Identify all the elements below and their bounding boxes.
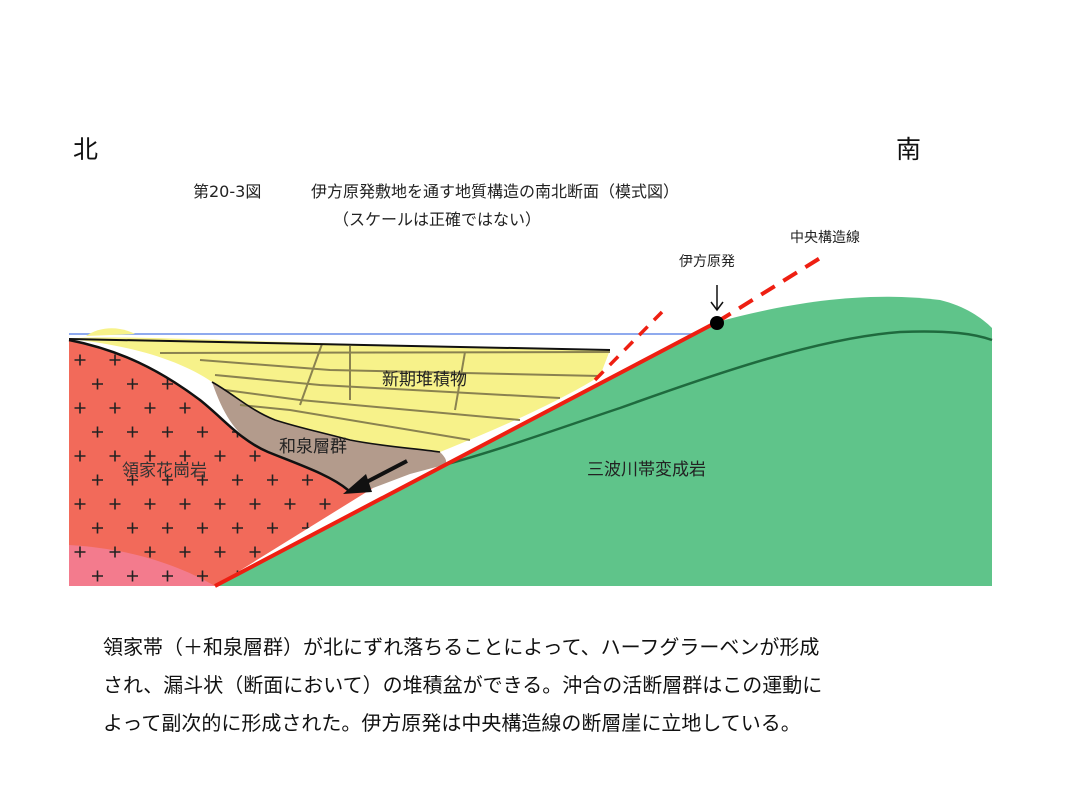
south-label: 南: [896, 135, 922, 164]
granite-plus-mark: [302, 474, 313, 486]
granite-plus-mark: [179, 450, 191, 462]
izumi-group-unit: [212, 382, 447, 490]
granite-plus-mark: [179, 546, 191, 558]
ikata-pointer-head: [710, 301, 724, 312]
granite-plus-mark: [162, 474, 173, 486]
granite-plus-mark: [144, 450, 156, 462]
granite-plus-mark: [74, 546, 86, 558]
granite-plus-mark: [214, 450, 226, 462]
ikata-location-dot: [710, 316, 724, 330]
granite-plus-mark: [109, 498, 121, 510]
izumi-label: 和泉層群: [279, 437, 347, 457]
sediment-bump: [86, 328, 135, 336]
granite-plus-mark: [92, 474, 103, 486]
sediment-layer-lines: [159, 343, 611, 441]
granite-boundary: [68, 338, 349, 491]
granite-plus-mark: [319, 498, 331, 510]
granite-plus-mark: [162, 570, 173, 582]
ikata-label: 伊方原発: [679, 254, 735, 270]
ryoke-granite-unit: [69, 340, 373, 586]
ryoke-label: 領家花崗岩: [122, 461, 207, 481]
granite-plus-mark: [214, 498, 226, 510]
granite-plus-mark: [92, 522, 103, 534]
sanbagawa-metamorphic-unit: [215, 296, 992, 586]
granite-plus-mark: [197, 522, 208, 534]
izumi-boundary: [211, 381, 441, 453]
granite-plus-mark: [74, 402, 86, 414]
mtl-dashed-extension: [715, 253, 827, 324]
granite-plus-mark: [109, 354, 121, 366]
granite-plus-mark: [127, 474, 138, 486]
caption-line-1: 領家帯（＋和泉層群）が北にずれ落ちることによって、ハーフグラーベンが形成: [103, 635, 820, 659]
granite-plus-mark: [197, 474, 208, 486]
granite-plus-mark: [197, 378, 208, 390]
granite-plus-mark: [92, 570, 103, 582]
granite-plus-mark: [197, 570, 208, 582]
granite-plus-mark: [179, 402, 191, 414]
new-sediments-unit: [69, 337, 610, 452]
granite-plus-mark: [127, 570, 138, 582]
granite-plus-mark: [232, 522, 243, 534]
granite-plus-mark: [162, 378, 173, 390]
granite-plus-mark: [284, 498, 296, 510]
caption: 領家帯（＋和泉層群）が北にずれ落ちることによって、ハーフグラーベンが形成 され、…: [103, 628, 1003, 742]
figure-title: 伊方原発敷地を通す地質構造の南北断面（模式図）: [311, 182, 680, 201]
granite-plus-mark: [74, 450, 86, 462]
granite-plus-mark: [144, 354, 156, 366]
figure-subtitle: （スケールは正確ではない）: [333, 210, 542, 229]
granite-plus-mark: [109, 450, 121, 462]
granite-plus-mark: [162, 522, 173, 534]
granite-plus-mark: [214, 546, 226, 558]
caption-line-2: され、漏斗状（断面において）の堆積盆ができる。沖合の活断層群はこの運動に: [103, 673, 823, 697]
granite-plus-mark: [144, 546, 156, 558]
granite-plus-mark: [232, 474, 243, 486]
granite-plus-mark: [74, 354, 86, 366]
granite-plus-mark: [109, 546, 121, 558]
sediment-top-boundary: [68, 338, 611, 351]
granite-plus-mark: [144, 498, 156, 510]
branch-fault-dashed: [593, 310, 664, 382]
sanbagawa-label: 三波川帯変成岩: [587, 460, 706, 480]
granite-plus-mark: [267, 474, 278, 486]
granite-plus-mark: [127, 378, 138, 390]
granite-plus-mark: [92, 426, 103, 438]
granite-plus-mark: [127, 522, 138, 534]
granite-plus-mark: [162, 426, 173, 438]
granite-plus-mark: [127, 426, 138, 438]
granite-plus-mark: [144, 402, 156, 414]
granite-plus-mark: [267, 522, 278, 534]
caption-line-3: よって副次的に形成された。伊方原発は中央構造線の断層崖に立地している。: [103, 711, 801, 735]
granite-plus-mark: [74, 498, 86, 510]
granite-bottom-tint: [69, 545, 215, 586]
sanbagawa-internal-boundary: [439, 330, 993, 468]
granite-plus-mark: [109, 402, 121, 414]
figure-number: 第20-3図: [193, 182, 262, 201]
granite-plus-mark: [92, 378, 103, 390]
granite-plus-mark: [197, 426, 208, 438]
north-label: 北: [73, 135, 99, 164]
granite-plus-mark: [179, 498, 191, 510]
granite-plus-mark: [249, 498, 261, 510]
new-sediments-label: 新期堆積物: [382, 370, 467, 390]
median-tectonic-line-fault: [214, 320, 718, 588]
mtl-label: 中央構造線: [790, 230, 860, 246]
granite-plus-mark: [249, 450, 261, 462]
slip-arrow-head: [343, 474, 372, 494]
granite-plus-mark: [249, 546, 261, 558]
